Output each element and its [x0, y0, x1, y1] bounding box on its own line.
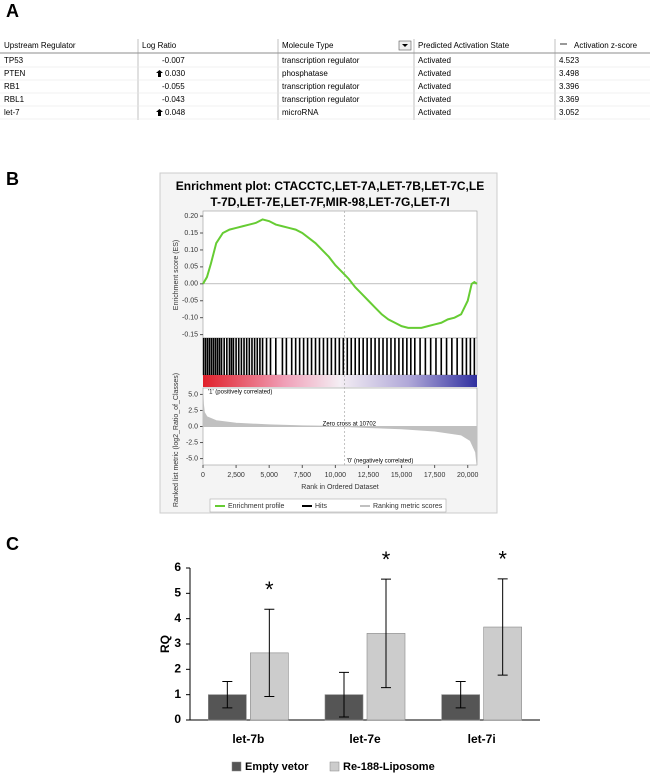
- x-tick-label: let-7b: [232, 732, 264, 746]
- legend-swatch: [231, 761, 242, 772]
- table-cell: transcription regulator: [282, 56, 360, 65]
- legend-box: [209, 498, 447, 513]
- x-tick-label: 15,000: [391, 472, 413, 479]
- table-cell: -0.055: [162, 82, 185, 91]
- annotation: '1' (positively correlated): [208, 390, 272, 396]
- error-bar: [455, 680, 466, 709]
- y-tick-label: 0.05: [184, 264, 198, 271]
- dropdown-arrow: [402, 44, 408, 47]
- y-tick-label: 2.5: [188, 407, 198, 414]
- error-bar: [497, 578, 508, 676]
- y-tick-label: 6: [174, 560, 181, 574]
- chart-title: Enrichment plot: CTACCTC,LET-7A,LET-7B,L…: [175, 179, 485, 209]
- significance: *: [498, 547, 507, 572]
- legend-label: Empty vetor: [245, 761, 309, 773]
- x-tick-label: 20,000: [457, 472, 479, 479]
- x-tick-label: 17,500: [424, 472, 446, 479]
- es-area: [202, 210, 478, 339]
- x-tick-label: 10,000: [325, 472, 347, 479]
- table-cell: TP53: [4, 56, 24, 65]
- metric-area: [202, 394, 478, 466]
- y-tick-label: 0.00: [184, 281, 198, 288]
- error-bar: [339, 671, 349, 718]
- table-cell: RBL1: [4, 95, 25, 104]
- y-axis-label: Ranked list metric (log2_Ratio_of_Classe…: [173, 373, 180, 507]
- panel-label: A: [6, 1, 19, 21]
- table-cell: 0.048: [165, 108, 186, 117]
- error-bar: [381, 578, 391, 689]
- up-arrow: [156, 70, 163, 77]
- significance: *: [382, 547, 391, 572]
- legend-swatch: [329, 761, 340, 772]
- x-tick-label: let-7e: [349, 732, 381, 746]
- y-tick-label: -0.10: [182, 315, 198, 322]
- table-cell: RB1: [4, 82, 20, 91]
- table-cell: Activated: [418, 69, 451, 78]
- table-cell: PTEN: [4, 69, 26, 78]
- y-tick-label: 4: [174, 611, 181, 625]
- table-cell: 3.498: [559, 69, 580, 78]
- legend-label: Ranking metric scores: [373, 503, 443, 510]
- title-box: Enrichment plot: CTACCTC,LET-7A,LET-7B,L…: [175, 179, 485, 209]
- x-tick-label: 0: [201, 472, 205, 479]
- table-cell: transcription regulator: [282, 82, 360, 91]
- table-cell: 0.030: [165, 69, 186, 78]
- annotation: '0' (negatively correlated): [347, 459, 414, 465]
- y-axis-label: Enrichment score (ES): [173, 240, 180, 310]
- error-bar: [264, 608, 275, 697]
- y-tick-label: 0.0: [188, 423, 198, 430]
- y-tick-label: 0.15: [184, 230, 198, 237]
- table-cell: 3.369: [559, 95, 580, 104]
- rank-colorbar: [203, 375, 477, 387]
- table-cell: microRNA: [282, 108, 319, 117]
- table-cell: -0.043: [162, 95, 185, 104]
- table-cell: transcription regulator: [282, 95, 360, 104]
- y-tick-label: -2.5: [186, 439, 198, 446]
- table-cell: Activated: [418, 108, 451, 117]
- column-header: Log Ratio: [142, 41, 177, 50]
- y-tick-label: 5: [174, 586, 181, 600]
- column-header: Activation z-score: [574, 41, 638, 50]
- column-header: Predicted Activation State: [418, 41, 510, 50]
- y-tick-label: 3: [174, 636, 181, 650]
- y-tick-label: 5.0: [188, 391, 198, 398]
- table-cell: Activated: [418, 82, 451, 91]
- x-tick-label: 5,000: [260, 472, 278, 479]
- table-cell: Activated: [418, 95, 451, 104]
- up-arrow: [156, 109, 163, 116]
- column-header: Upstream Regulator: [4, 41, 76, 50]
- y-tick-label: 0.10: [184, 247, 198, 254]
- y-tick-label: -0.05: [182, 298, 198, 305]
- y-tick-label: -0.15: [182, 331, 198, 338]
- table-cell: 3.396: [559, 82, 580, 91]
- y-axis-label: RQ: [158, 635, 172, 653]
- y-tick-label: 2: [174, 662, 181, 676]
- error-bar: [222, 680, 233, 709]
- legend-label: Re-188-Liposome: [343, 761, 435, 773]
- column-header: Molecule Type: [282, 41, 334, 50]
- table-cell: -0.007: [162, 56, 185, 65]
- x-tick-label: 12,500: [358, 472, 380, 479]
- x-tick-label: 7,500: [294, 472, 312, 479]
- table-cell: 3.052: [559, 108, 580, 117]
- table-cell: phosphatase: [282, 69, 328, 78]
- y-tick-label: 0.20: [184, 213, 198, 220]
- significance: *: [265, 577, 274, 602]
- x-tick-label: let-7i: [468, 732, 496, 746]
- panel-label: C: [6, 534, 19, 554]
- table-cell: Activated: [418, 56, 451, 65]
- table-cell: let-7: [4, 108, 20, 117]
- es-curve: [202, 218, 478, 329]
- legend-label: Enrichment profile: [228, 503, 285, 510]
- table-cell: 4.523: [559, 56, 580, 65]
- x-axis-label: Rank in Ordered Dataset: [301, 484, 378, 491]
- x-tick-label: 2,500: [227, 472, 245, 479]
- y-tick-label: 1: [174, 687, 181, 701]
- y-tick-label: -5.0: [186, 455, 198, 462]
- legend-label: Hits: [315, 503, 328, 510]
- annotation: Zero cross at 10702: [323, 422, 377, 428]
- panel-label: B: [6, 169, 19, 189]
- y-tick-label: 0: [174, 712, 181, 726]
